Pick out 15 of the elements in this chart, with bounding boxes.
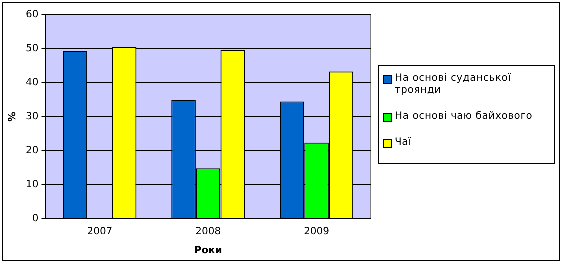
x-tick-label: 2009 <box>304 226 330 238</box>
y-tick-label: 30 <box>26 112 39 123</box>
x-tick-label: 2007 <box>87 226 113 238</box>
legend-label: На основі чаю байхового <box>395 111 533 123</box>
y-tick-label: 20 <box>26 146 39 157</box>
x-tick-label: 2008 <box>196 226 222 238</box>
legend-label: Чаї <box>395 137 412 149</box>
y-tick-label: 60 <box>26 10 39 21</box>
legend-label: На основі суданської троянди <box>395 73 512 97</box>
y-tick-label: 40 <box>26 78 39 89</box>
y-axis-title: % <box>8 112 19 122</box>
y-tick-label: 0 <box>32 214 39 225</box>
x-axis-title: Роки <box>194 246 222 257</box>
y-tick-label: 10 <box>26 180 39 191</box>
y-tick-label: 50 <box>26 44 39 55</box>
